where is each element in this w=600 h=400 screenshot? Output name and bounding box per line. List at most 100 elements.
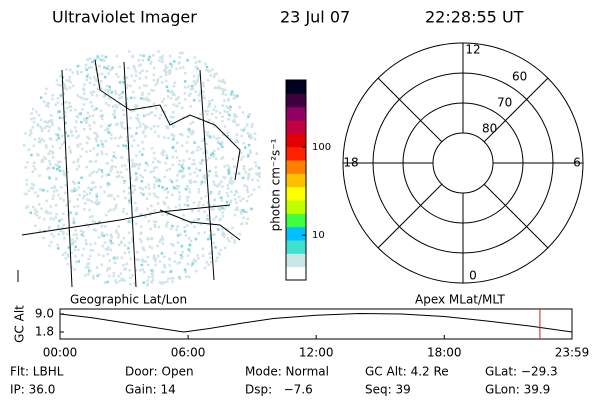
pixel — [31, 126, 34, 129]
pixel — [123, 244, 127, 247]
pixel — [224, 93, 227, 96]
pixel — [74, 108, 77, 112]
pixel — [112, 155, 116, 158]
pixel — [142, 246, 145, 249]
pixel — [111, 241, 114, 245]
pixel — [79, 155, 82, 158]
pixel — [116, 256, 119, 259]
pixel — [96, 55, 99, 58]
pixel — [138, 71, 142, 75]
pixel — [100, 140, 103, 143]
pixel — [145, 84, 148, 88]
pixel — [44, 210, 47, 214]
pixel — [222, 175, 226, 179]
pixel — [97, 273, 101, 276]
pixel — [205, 113, 209, 116]
pixel — [80, 97, 84, 100]
pixel — [126, 66, 130, 70]
pixel — [36, 195, 39, 198]
pixel — [40, 207, 43, 210]
pixel — [130, 74, 133, 78]
pixel — [112, 274, 115, 278]
pixel — [146, 279, 150, 282]
pixel — [100, 72, 104, 76]
pixel — [134, 179, 137, 182]
pixel — [133, 188, 137, 192]
pixel — [249, 133, 252, 136]
pixel — [184, 86, 187, 89]
pixel — [236, 94, 239, 98]
pixel — [60, 143, 64, 146]
pixel — [95, 79, 99, 83]
pixel — [55, 189, 59, 192]
pixel — [258, 185, 261, 189]
pixel — [183, 225, 186, 229]
pixel — [48, 176, 51, 180]
pixel — [64, 121, 67, 125]
pixel — [156, 160, 160, 163]
pixel — [241, 197, 245, 200]
pixel — [101, 171, 104, 174]
pixel — [127, 191, 131, 195]
pixel — [255, 165, 258, 168]
pixel — [83, 83, 86, 86]
pixel — [84, 274, 87, 277]
pixel — [192, 180, 196, 184]
pixel — [76, 197, 79, 201]
mlt-spoke — [483, 183, 549, 249]
pixel — [51, 97, 54, 101]
pixel — [161, 100, 164, 104]
pixel — [201, 247, 204, 251]
pixel — [182, 159, 185, 162]
pixel — [167, 277, 170, 280]
pixel — [189, 104, 193, 108]
pixel — [212, 153, 216, 156]
pixel — [79, 229, 83, 233]
pixel — [163, 263, 166, 267]
pixel — [223, 246, 227, 250]
pixel — [95, 139, 98, 143]
pixel — [146, 282, 149, 285]
pixel — [250, 125, 254, 128]
pixel — [161, 213, 165, 217]
pixel — [104, 213, 108, 217]
pixel — [87, 137, 91, 140]
pixel — [225, 105, 228, 108]
pixel — [142, 281, 145, 284]
pixel — [136, 117, 140, 120]
pixel — [64, 115, 67, 118]
pixel — [129, 96, 133, 100]
pixel — [157, 50, 160, 53]
pixel — [139, 232, 142, 235]
pixel — [145, 96, 149, 100]
pixel — [244, 170, 247, 174]
pixel — [69, 130, 73, 134]
pixel — [37, 124, 40, 128]
pixel — [140, 97, 143, 100]
pixel — [153, 258, 157, 262]
pixel — [108, 259, 111, 262]
pixel — [83, 190, 86, 193]
pixel — [166, 95, 170, 98]
pixel — [243, 127, 247, 130]
pixel — [131, 240, 135, 244]
pixel — [156, 202, 160, 205]
pixel — [228, 108, 232, 111]
time: 22:28:55 UT — [425, 8, 524, 27]
pixel — [242, 167, 246, 171]
pixel — [157, 178, 161, 182]
pixel — [71, 180, 75, 184]
lat-circle — [432, 132, 494, 194]
pixel — [97, 236, 101, 239]
pixel — [47, 152, 50, 156]
pixel — [156, 79, 159, 83]
pixel — [169, 90, 172, 94]
pixel — [228, 113, 231, 117]
pixel — [144, 76, 148, 79]
pixel — [213, 183, 216, 186]
pixel — [202, 174, 206, 177]
pixel — [205, 159, 208, 162]
pixel — [185, 141, 189, 144]
pixel — [58, 169, 62, 172]
pixel — [142, 84, 146, 87]
